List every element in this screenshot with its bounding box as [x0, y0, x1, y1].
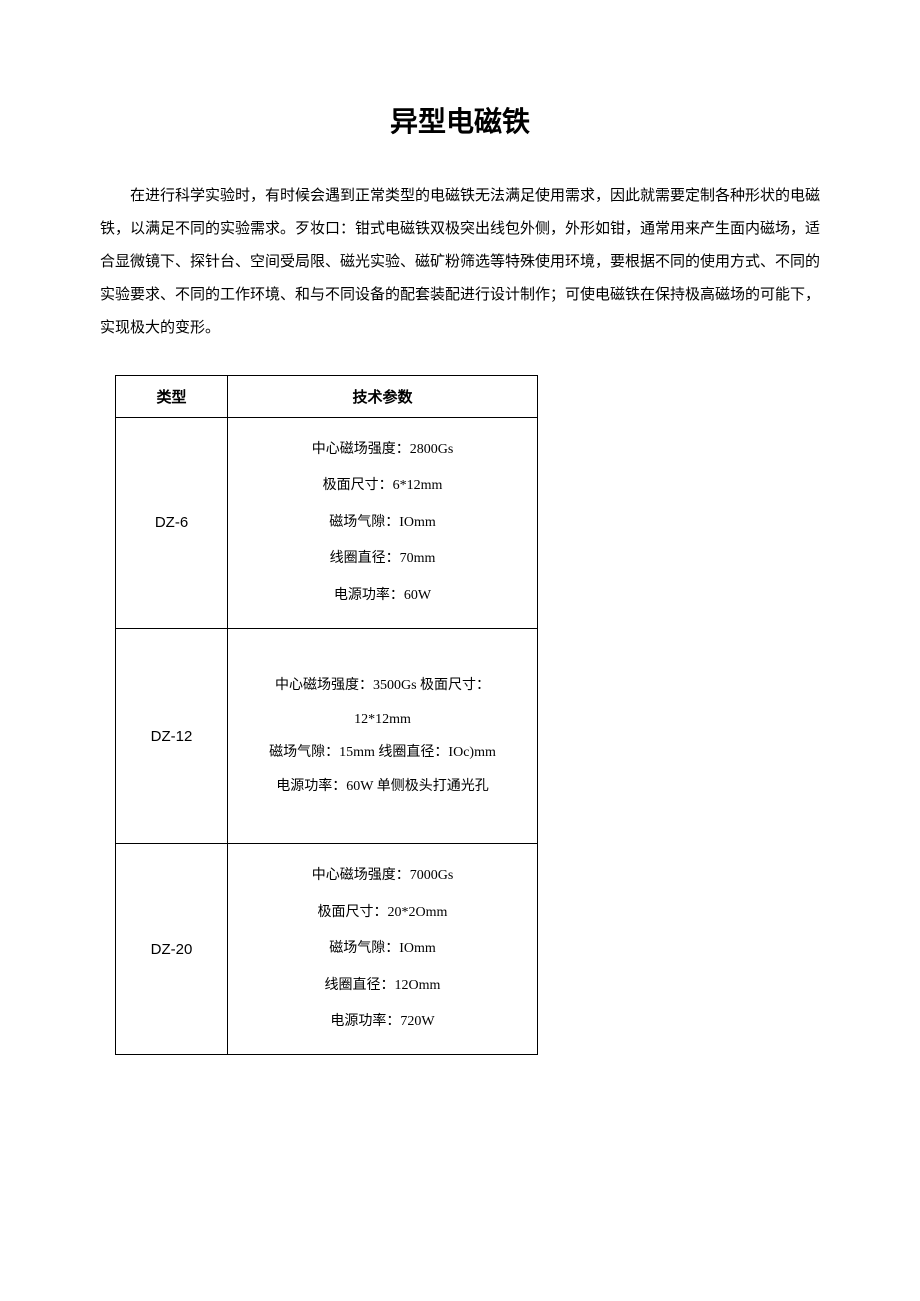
type-cell: DZ-6: [116, 418, 228, 629]
table-row: DZ-12 中心磁场强度：3500Gs 极面尺寸： 12*12mm 磁场气隙：1…: [116, 628, 538, 843]
table-row: DZ-6 中心磁场强度：2800Gs 极面尺寸：6*12mm 磁场气隙：IOmm…: [116, 418, 538, 629]
column-header-type: 类型: [116, 376, 228, 418]
param-line: 磁场气隙：IOmm: [236, 505, 529, 541]
document-title: 异型电磁铁: [100, 100, 820, 140]
param-line: 12*12mm: [236, 703, 529, 737]
params-cell: 中心磁场强度：7000Gs 极面尺寸：20*2Omm 磁场气隙：IOmm 线圈直…: [228, 844, 538, 1055]
table-row: DZ-20 中心磁场强度：7000Gs 极面尺寸：20*2Omm 磁场气隙：IO…: [116, 844, 538, 1055]
param-line: 电源功率：60W 单侧极头打通光孔: [236, 770, 529, 804]
param-line: 磁场气隙：IOmm: [236, 931, 529, 967]
column-header-params: 技术参数: [228, 376, 538, 418]
param-line: 中心磁场强度：7000Gs: [236, 858, 529, 894]
param-line: 电源功率：720W: [236, 1004, 529, 1040]
params-cell: 中心磁场强度：2800Gs 极面尺寸：6*12mm 磁场气隙：IOmm 线圈直径…: [228, 418, 538, 629]
param-line: 电源功率：60W: [236, 578, 529, 614]
specs-table-container: 类型 技术参数 DZ-6 中心磁场强度：2800Gs 极面尺寸：6*12mm 磁…: [115, 375, 820, 1055]
intro-paragraph: 在进行科学实验时，有时候会遇到正常类型的电磁铁无法满足使用需求，因此就需要定制各…: [100, 180, 820, 345]
type-cell: DZ-20: [116, 844, 228, 1055]
param-line: 中心磁场强度：2800Gs: [236, 432, 529, 468]
param-line: 极面尺寸：20*2Omm: [236, 895, 529, 931]
table-body: DZ-6 中心磁场强度：2800Gs 极面尺寸：6*12mm 磁场气隙：IOmm…: [116, 418, 538, 1055]
params-cell: 中心磁场强度：3500Gs 极面尺寸： 12*12mm 磁场气隙：15mm 线圈…: [228, 628, 538, 843]
param-line: 线圈直径：70mm: [236, 541, 529, 577]
type-cell: DZ-12: [116, 628, 228, 843]
param-line: 极面尺寸：6*12mm: [236, 468, 529, 504]
table-header-row: 类型 技术参数: [116, 376, 538, 418]
param-line: 中心磁场强度：3500Gs 极面尺寸：: [236, 669, 529, 703]
param-line: 磁场气隙：15mm 线圈直径：IOc)mm: [236, 736, 529, 770]
param-line: 线圈直径：12Omm: [236, 968, 529, 1004]
specs-table: 类型 技术参数 DZ-6 中心磁场强度：2800Gs 极面尺寸：6*12mm 磁…: [115, 375, 538, 1055]
